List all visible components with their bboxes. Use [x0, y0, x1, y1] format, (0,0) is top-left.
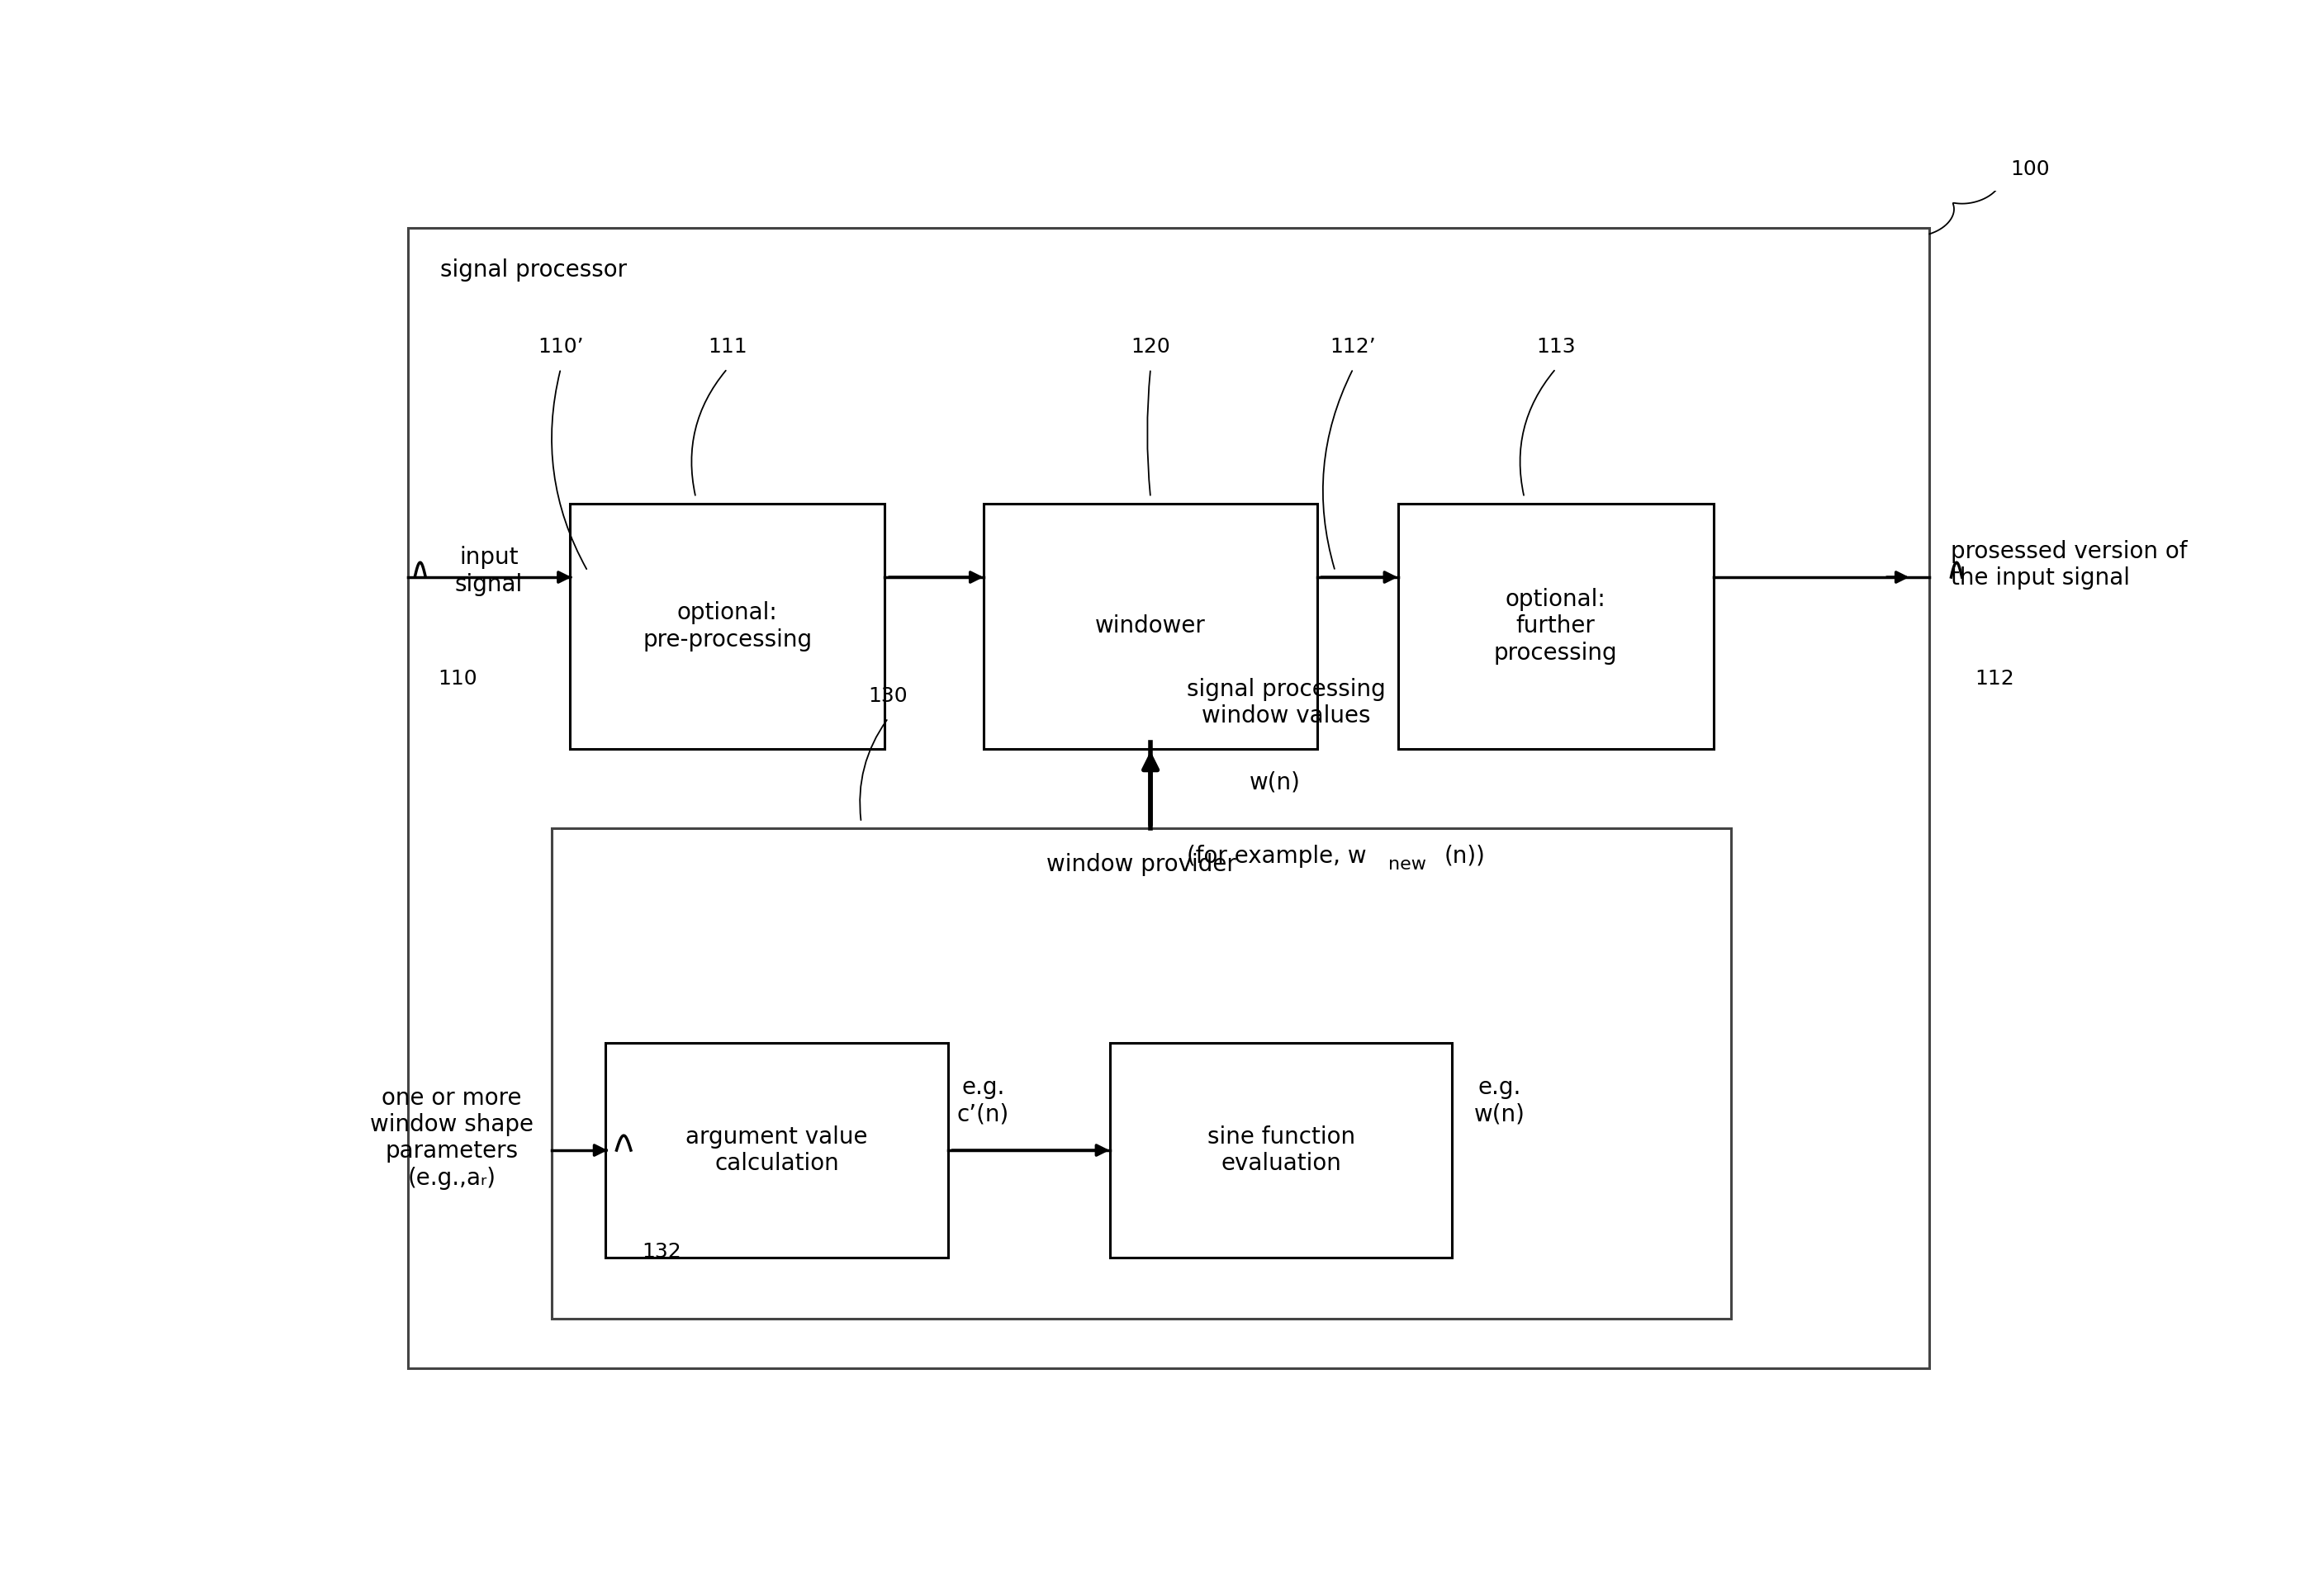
Text: input
signal: input signal — [456, 546, 523, 595]
Bar — [551, 828, 1731, 1318]
Text: optional:
pre-processing: optional: pre-processing — [641, 602, 811, 651]
Text: e.g.
c’(n): e.g. c’(n) — [957, 1076, 1009, 1126]
Bar — [1399, 503, 1713, 748]
Text: 130: 130 — [869, 686, 909, 705]
Text: 110’: 110’ — [537, 338, 583, 357]
Text: new: new — [1387, 856, 1427, 872]
Text: windower: windower — [1095, 615, 1206, 638]
Text: 112: 112 — [1975, 669, 2015, 689]
Text: prosessed version of
the input signal: prosessed version of the input signal — [1952, 540, 2187, 591]
Text: 110: 110 — [439, 669, 476, 689]
Text: (for example, w: (for example, w — [1188, 844, 1367, 868]
Text: 112’: 112’ — [1329, 338, 1376, 357]
Text: 113: 113 — [1536, 338, 1576, 357]
Bar — [407, 228, 1929, 1368]
Text: 111: 111 — [706, 338, 746, 357]
Bar — [1111, 1043, 1452, 1258]
Text: w(n): w(n) — [1250, 771, 1301, 794]
Bar — [607, 1043, 948, 1258]
Text: e.g.
w(n): e.g. w(n) — [1473, 1076, 1525, 1126]
Text: (n)): (n)) — [1443, 844, 1485, 868]
Text: window provider: window provider — [1046, 853, 1236, 876]
Bar — [983, 503, 1318, 748]
Text: argument value
calculation: argument value calculation — [686, 1126, 867, 1175]
Bar — [569, 503, 885, 748]
Text: 120: 120 — [1132, 338, 1171, 357]
Text: signal processor: signal processor — [439, 258, 627, 282]
Text: sine function
evaluation: sine function evaluation — [1206, 1126, 1355, 1175]
Text: 132: 132 — [641, 1242, 681, 1262]
Text: signal processing
window values: signal processing window values — [1188, 678, 1385, 728]
Text: optional:
further
processing: optional: further processing — [1494, 587, 1618, 664]
Text: one or more
window shape
parameters
(e.g.,aᵣ): one or more window shape parameters (e.g… — [370, 1086, 535, 1189]
Text: 100: 100 — [2010, 159, 2050, 178]
